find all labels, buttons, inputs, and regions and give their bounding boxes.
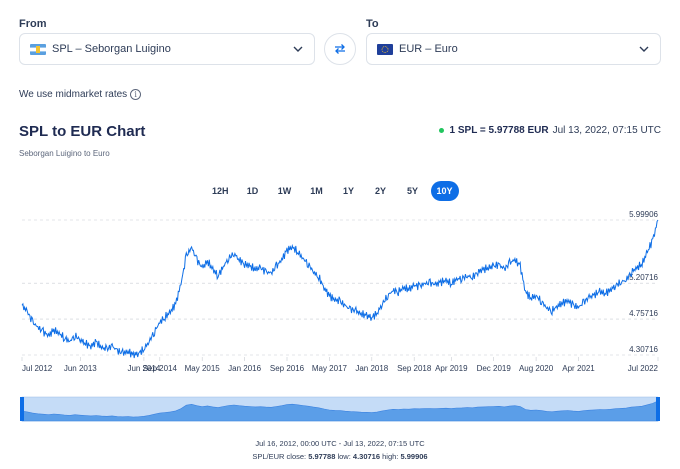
range-button-5y[interactable]: 5Y bbox=[407, 186, 419, 196]
y-tick-label: 4.75716 bbox=[629, 309, 658, 318]
rate-chart[interactable]: 5.99906 5.20716 4.75716 4.30716 Jul 2012 Jun… bbox=[0, 205, 680, 430]
x-tick-label: May 2017 bbox=[312, 364, 348, 373]
to-label: To bbox=[366, 18, 379, 30]
chevron-down-icon bbox=[293, 46, 303, 52]
live-status-dot bbox=[438, 128, 444, 133]
from-label: From bbox=[19, 18, 47, 30]
chart-stats: SPL/EUR close: 5.97788 low: 4.30716 high… bbox=[0, 452, 680, 461]
x-tick-label: Jan 2016 bbox=[228, 364, 261, 373]
chart-subtitle: Seborgan Luigino to Euro bbox=[19, 149, 110, 158]
range-button-2y[interactable]: 2Y bbox=[375, 186, 387, 196]
x-tick-label: Sep 2018 bbox=[397, 364, 432, 373]
x-tick-label: Dec 2019 bbox=[477, 364, 512, 373]
close-value: 5.97788 bbox=[308, 452, 336, 461]
swap-arrows-icon bbox=[335, 44, 345, 54]
from-currency-select[interactable]: SPL – Seborgan Luigino bbox=[19, 33, 315, 65]
range-button-1w[interactable]: 1W bbox=[277, 186, 292, 196]
x-tick-label: Aug 2020 bbox=[519, 364, 554, 373]
range-button-1y[interactable]: 1Y bbox=[343, 186, 355, 196]
current-rate: 1 SPL = 5.97788 EUR Jul 13, 2022, 07:15 … bbox=[438, 125, 661, 136]
overview-area bbox=[21, 400, 659, 422]
navigator-handle-left[interactable] bbox=[20, 397, 24, 421]
y-tick-label: 5.20716 bbox=[629, 273, 658, 282]
midmarket-note: We use midmarket rates i bbox=[19, 89, 142, 100]
spl-flag-icon bbox=[30, 43, 46, 55]
rate-timestamp: Jul 13, 2022, 07:15 UTC bbox=[552, 125, 661, 136]
x-tick-label: Sep 2014 bbox=[143, 364, 178, 373]
info-icon[interactable]: i bbox=[130, 89, 142, 100]
from-currency-value: SPL – Seborgan Luigino bbox=[52, 43, 171, 55]
rate-value: 1 SPL = 5.97788 EUR bbox=[449, 125, 549, 136]
range-button-1m[interactable]: 1M bbox=[310, 186, 323, 196]
x-tick-label: Jun 2013 bbox=[64, 364, 97, 373]
x-tick-label: Jan 2018 bbox=[355, 364, 388, 373]
eur-flag-icon bbox=[377, 43, 393, 55]
range-button-1d[interactable]: 1D bbox=[246, 186, 259, 196]
to-currency-value: EUR – Euro bbox=[399, 43, 458, 55]
chart-title: SPL to EUR Chart bbox=[19, 123, 146, 140]
x-tick-label: Apr 2021 bbox=[562, 364, 595, 373]
high-label: high: bbox=[382, 452, 399, 461]
x-tick-label: Jul 2012 bbox=[22, 364, 53, 373]
range-button-12h[interactable]: 12H bbox=[212, 186, 229, 196]
x-tick-label: Jun 2014 bbox=[127, 364, 160, 373]
y-tick-label: 5.99906 bbox=[629, 210, 658, 219]
low-value: 4.30716 bbox=[352, 452, 381, 461]
x-tick-label: May 2015 bbox=[185, 364, 221, 373]
chart-period: Jul 16, 2012, 00:00 UTC - Jul 13, 2022, … bbox=[255, 439, 425, 448]
y-axis: 5.99906 5.20716 4.75716 4.30716 bbox=[629, 210, 658, 354]
high-value: 5.99906 bbox=[400, 452, 428, 461]
chevron-down-icon bbox=[639, 46, 649, 52]
rate-series-line bbox=[21, 219, 659, 359]
x-tick-label: Apr 2019 bbox=[435, 364, 468, 373]
close-label: SPL/EUR close: bbox=[252, 452, 307, 461]
chart-grid bbox=[22, 219, 658, 356]
y-tick-label: 4.30716 bbox=[629, 345, 658, 354]
low-label: low: bbox=[337, 452, 351, 461]
navigator-handle-right[interactable] bbox=[656, 397, 660, 421]
range-button-10y[interactable]: 10Y bbox=[430, 181, 459, 201]
x-tick-label: Jul 2022 bbox=[628, 364, 659, 373]
midmarket-text: We use midmarket rates bbox=[19, 89, 128, 100]
range-selector: 12H 1D 1W 1M 1Y 2Y 5Y 10Y bbox=[206, 181, 459, 201]
to-currency-select[interactable]: EUR – Euro bbox=[366, 33, 661, 65]
x-tick-label: Sep 2016 bbox=[270, 364, 305, 373]
swap-currencies-button[interactable] bbox=[324, 33, 356, 65]
overview-navigator[interactable] bbox=[20, 396, 660, 422]
